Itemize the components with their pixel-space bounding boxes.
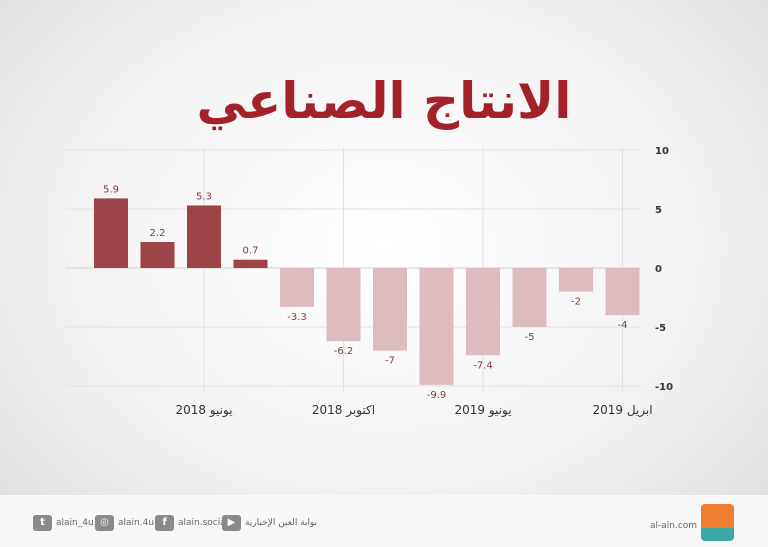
bar	[280, 268, 314, 307]
data-label: -2	[571, 297, 581, 308]
data-label: 0.7	[243, 246, 259, 257]
instagram-link[interactable]: ◎ alain.4u	[95, 515, 154, 531]
bar	[94, 198, 128, 268]
data-label: -3.3	[287, 312, 307, 323]
facebook-icon: f	[155, 515, 174, 531]
data-label: -7	[385, 356, 395, 367]
y-tick-label: -5	[655, 323, 666, 334]
data-label: 5.3	[196, 191, 212, 202]
site-url[interactable]: al-ain.com	[650, 521, 698, 531]
instagram-handle: alain.4u	[118, 518, 155, 528]
bar	[419, 268, 454, 385]
data-label: 5.9	[103, 184, 119, 195]
bar	[233, 259, 268, 268]
x-tick-label: 2018 يونيو	[175, 403, 232, 418]
data-label: -9.9	[427, 390, 447, 401]
data-label: -7.4	[473, 360, 493, 371]
bar	[605, 268, 640, 316]
x-tick-label: 2019 ابريل	[592, 403, 652, 418]
chart-title: الانتاج الصناعي	[196, 72, 572, 130]
y-tick-label: 5	[655, 205, 662, 216]
bar	[559, 268, 593, 292]
al-ain-logo	[701, 504, 734, 541]
twitter-icon: t	[33, 515, 52, 531]
bar	[326, 268, 361, 342]
data-label: -5	[525, 332, 535, 343]
y-tick-label: -10	[655, 382, 673, 393]
facebook-link[interactable]: f alain.social	[155, 515, 228, 531]
bar-chart: 10 5 0 -5 -10 2018 يونيو 2018 اكتوبر 2019 يونيو…	[65, 146, 673, 418]
data-label: 2.2	[150, 228, 166, 239]
youtube-link[interactable]: ▶ بوابة العين الإخبارية	[222, 515, 317, 531]
youtube-icon: ▶	[222, 515, 241, 531]
bar	[466, 268, 500, 356]
x-tick-label: 2019 يونيو	[454, 403, 511, 418]
bar	[140, 242, 175, 268]
footer: t alain_4u ◎ alain.4u f alain.social ▶ بوابة…	[0, 495, 768, 547]
youtube-handle: بوابة العين الإخبارية	[245, 518, 318, 528]
twitter-link[interactable]: t alain_4u	[33, 515, 94, 531]
y-tick-label: 0	[655, 264, 662, 275]
bar	[373, 268, 407, 351]
instagram-icon: ◎	[95, 515, 114, 531]
bar	[512, 268, 547, 327]
x-tick-label: 2018 اكتوبر	[312, 403, 375, 418]
bar	[187, 205, 221, 268]
facebook-handle: alain.social	[178, 518, 229, 528]
twitter-handle: alain_4u	[56, 518, 94, 528]
data-label: -4	[618, 320, 628, 331]
data-label: -6.2	[334, 346, 354, 357]
y-tick-label: 10	[655, 146, 669, 157]
